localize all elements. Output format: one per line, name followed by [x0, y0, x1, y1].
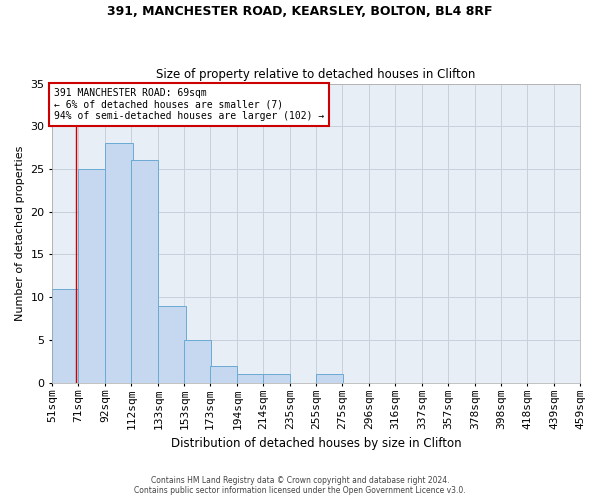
X-axis label: Distribution of detached houses by size in Clifton: Distribution of detached houses by size … — [171, 437, 461, 450]
Text: 391, MANCHESTER ROAD, KEARSLEY, BOLTON, BL4 8RF: 391, MANCHESTER ROAD, KEARSLEY, BOLTON, … — [107, 5, 493, 18]
Title: Size of property relative to detached houses in Clifton: Size of property relative to detached ho… — [157, 68, 476, 81]
Bar — [131, 160, 158, 382]
Bar — [158, 306, 185, 382]
Bar — [210, 366, 237, 382]
Bar — [237, 374, 265, 382]
Text: 391 MANCHESTER ROAD: 69sqm
← 6% of detached houses are smaller (7)
94% of semi-d: 391 MANCHESTER ROAD: 69sqm ← 6% of detac… — [53, 88, 324, 121]
Text: Contains HM Land Registry data © Crown copyright and database right 2024.
Contai: Contains HM Land Registry data © Crown c… — [134, 476, 466, 495]
Y-axis label: Number of detached properties: Number of detached properties — [15, 146, 25, 321]
Bar — [106, 144, 133, 382]
Bar — [52, 288, 79, 382]
Bar — [316, 374, 343, 382]
Bar — [78, 169, 106, 382]
Bar — [184, 340, 211, 382]
Bar — [263, 374, 290, 382]
